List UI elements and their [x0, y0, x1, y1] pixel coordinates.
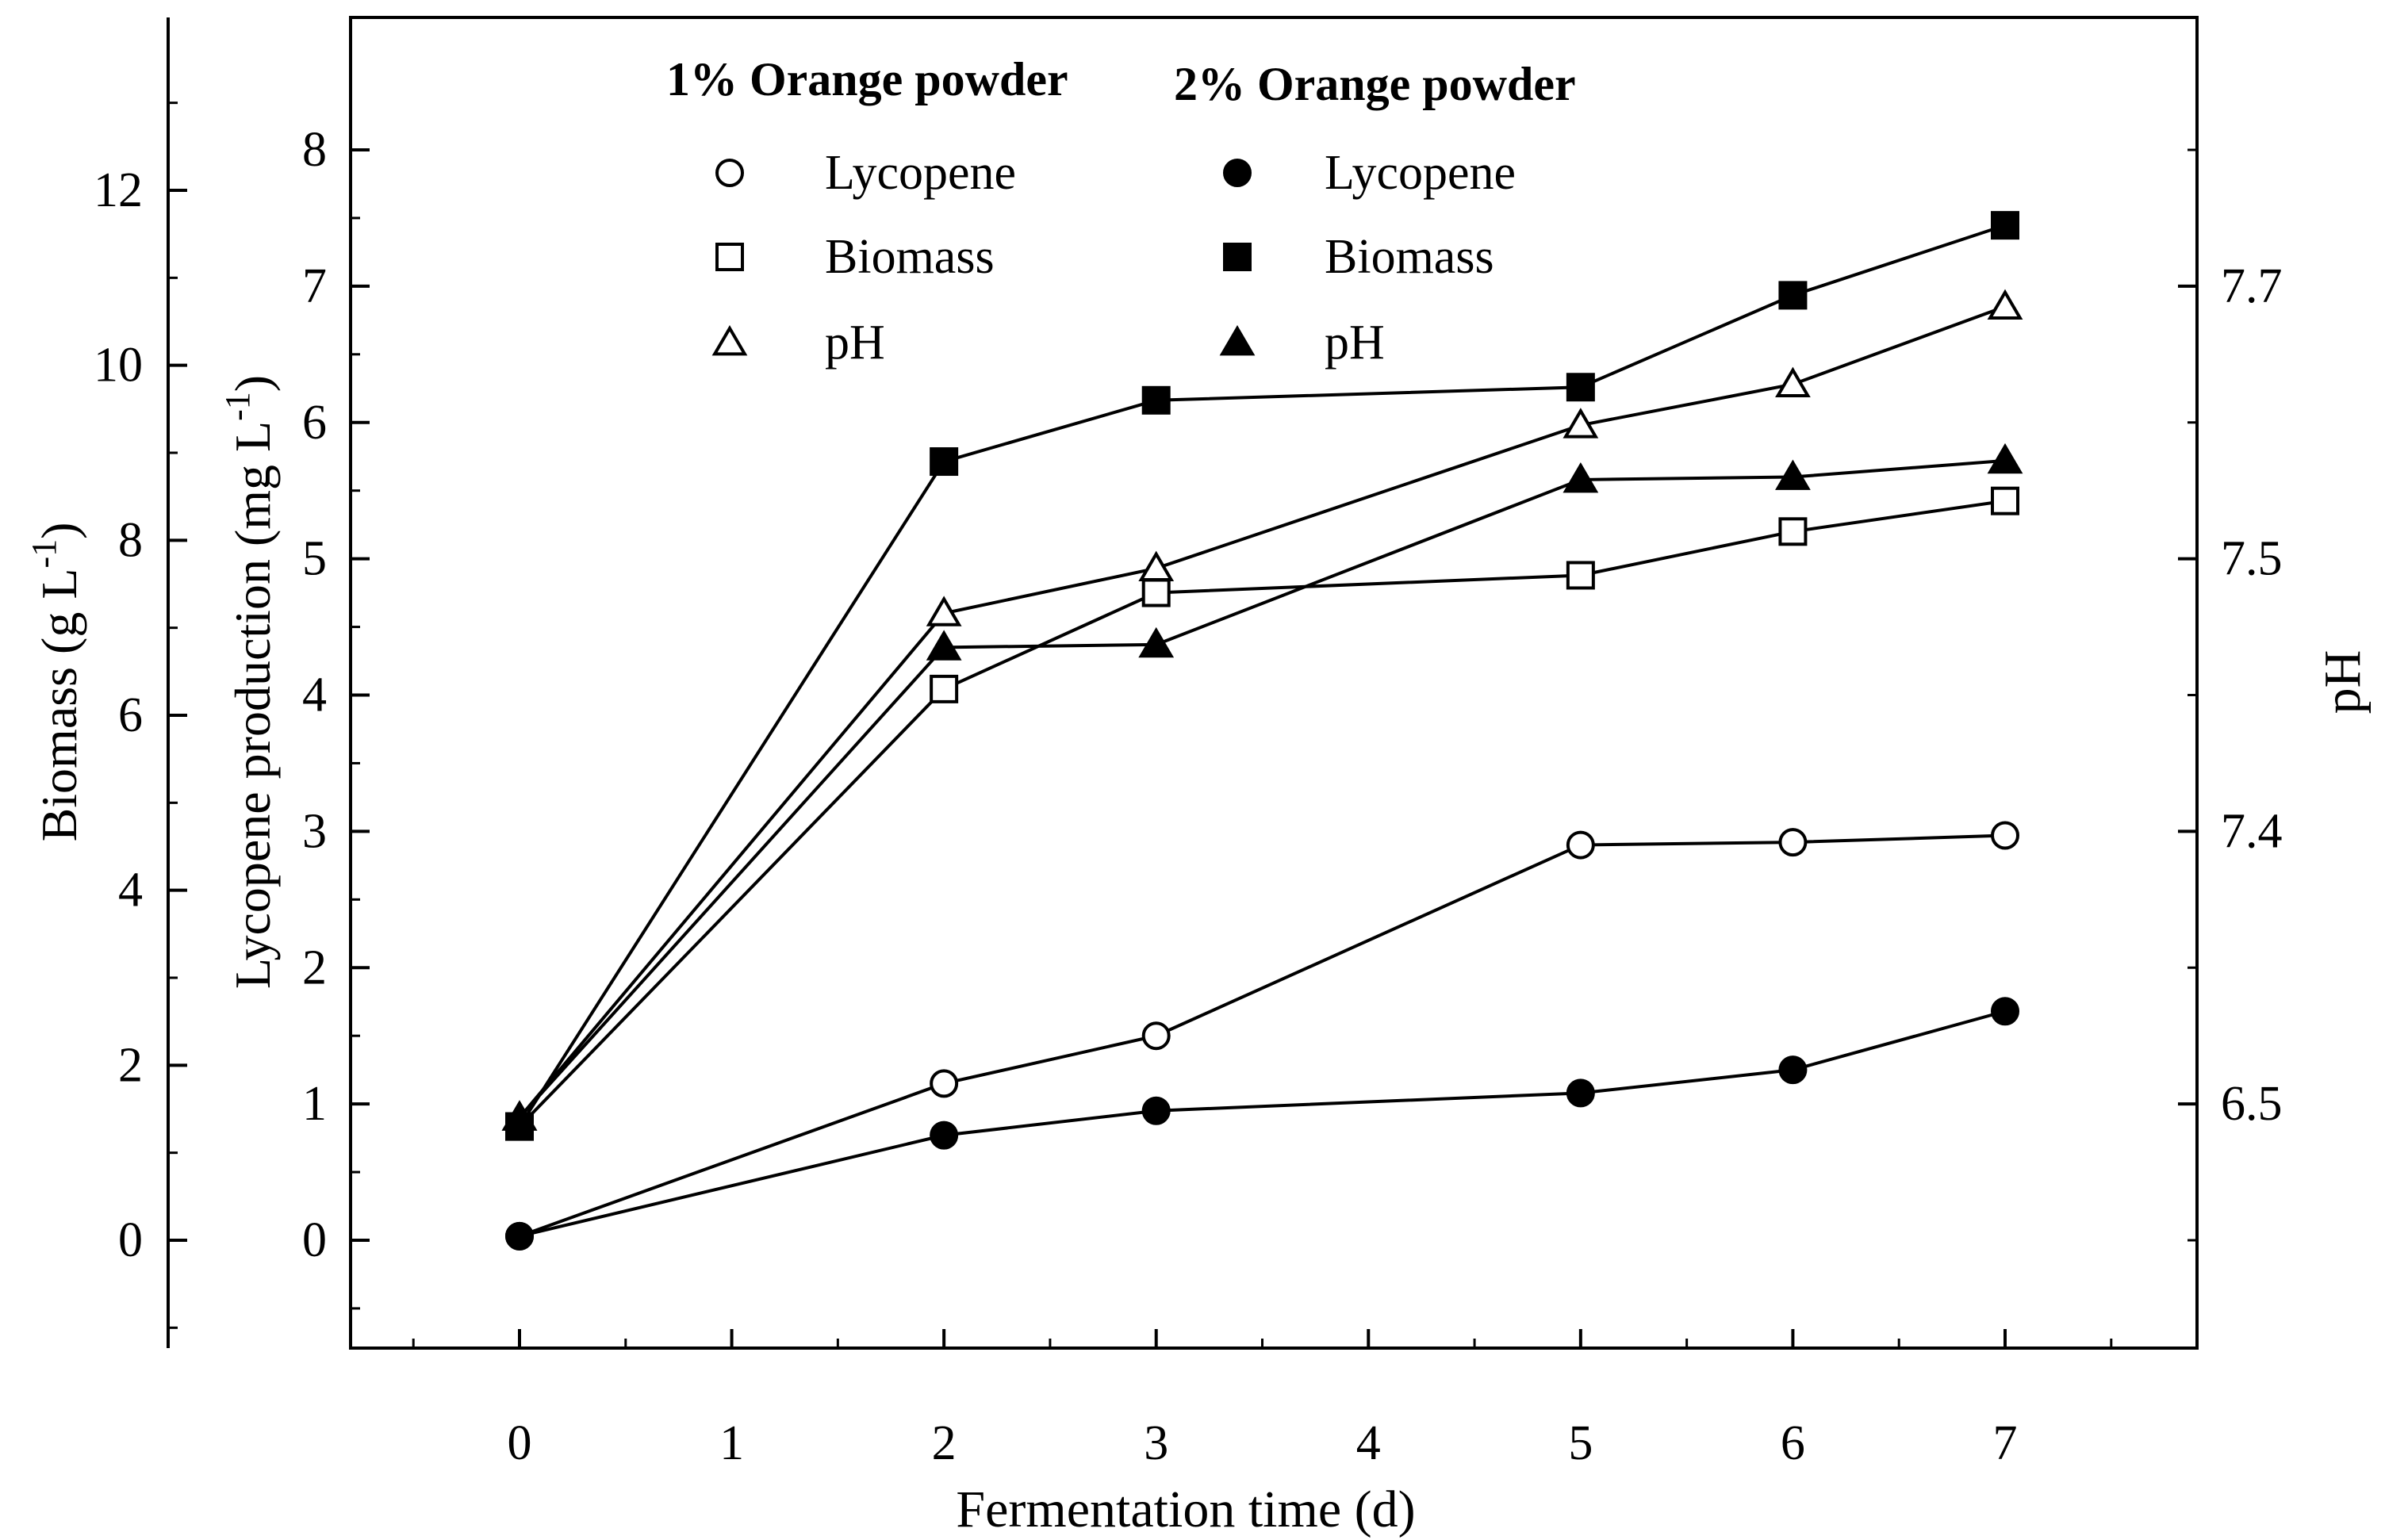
plot-frame	[349, 16, 2199, 1350]
legend-group-title: 1% Orange powder	[666, 53, 1068, 105]
x-tick-label: 4	[1356, 1416, 1381, 1470]
open-triangle-point	[926, 596, 962, 626]
filled-circle-point	[1566, 1078, 1595, 1108]
legend-open-circle-icon	[715, 159, 744, 187]
open-triangle-point	[1987, 289, 2023, 320]
biomass-tick-label: 0	[118, 1213, 143, 1267]
x-tick-label: 1	[719, 1416, 744, 1470]
filled-triangle-point	[1138, 626, 1175, 658]
filled-square-point	[930, 447, 959, 477]
biomass-tick-label: 2	[118, 1038, 143, 1092]
biomass-tick-label: 8	[118, 513, 143, 567]
filled-circle-point	[505, 1221, 534, 1251]
lycopene-tick-label: 5	[302, 532, 327, 586]
ph-tick-label: 7.4	[2221, 804, 2283, 858]
open-triangle-point	[1138, 550, 1175, 582]
biomass-axis-title-close: )	[31, 523, 87, 539]
open-square-series-line	[518, 499, 2006, 1128]
lycopene-tick-label: 7	[302, 259, 327, 313]
labels-layer: 0 1 2 3 4 5 6 70123456780246810126.57.47.57.7Fe…	[25, 123, 2372, 1538]
lycopene-axis-title-superscript: -1	[218, 392, 257, 421]
biomass-axis-title-text: Biomass (g L	[31, 569, 87, 842]
open-square-point	[1991, 486, 2019, 515]
ph-tick-label: 7.7	[2221, 259, 2283, 313]
legend-open-triangle-icon	[711, 325, 748, 356]
legend-open-square-icon	[715, 243, 744, 271]
filled-square-point	[1566, 373, 1595, 402]
open-circle-point	[1991, 821, 2019, 850]
filled-circle-point	[930, 1121, 959, 1150]
x-tick-label: 5	[1568, 1416, 1593, 1470]
open-circle-point	[930, 1069, 959, 1098]
lycopene-tick-label: 2	[302, 940, 327, 994]
open-triangle-series-line	[518, 305, 2006, 1119]
open-square-point	[1566, 561, 1595, 590]
series-layer	[501, 211, 2023, 1251]
filled-circle-point	[1778, 1055, 1808, 1085]
filled-square-point	[1991, 211, 2019, 240]
legend-entry-label: Biomass	[825, 230, 995, 284]
lycopene-tick-label: 8	[302, 123, 327, 177]
x-tick-label: 7	[1993, 1416, 2018, 1470]
legend-entry-label: Lycopene	[825, 146, 1016, 200]
legend-entry-label: pH	[1325, 316, 1385, 370]
lycopene-axis-title-close: )	[224, 375, 281, 392]
open-square-point	[1141, 578, 1171, 607]
filled-triangle-point	[501, 1100, 538, 1131]
filled-triangle-point	[1775, 459, 1811, 490]
filled-square-point	[1778, 281, 1808, 310]
biomass-tick-label: 6	[118, 688, 143, 742]
x-tick-label: 3	[1144, 1416, 1168, 1470]
open-circle-point	[1566, 830, 1595, 860]
x-axis-title: Fermentation time (d)	[956, 1481, 1415, 1538]
lycopene-tick-label: 3	[302, 804, 327, 858]
lycopene-tick-label: 0	[302, 1213, 327, 1267]
biomass-axis-title: Biomass (g L-1)	[25, 523, 87, 842]
biomass-tick-label: 10	[94, 339, 143, 393]
filled-triangle-point	[1563, 462, 1599, 493]
filled-circle-series-line	[519, 1009, 2006, 1238]
legend-filled-circle-icon	[1223, 159, 1252, 187]
ph-tick-label: 6.5	[2221, 1077, 2283, 1131]
filled-square-point	[1141, 385, 1171, 415]
lycopene-tick-label: 6	[302, 396, 327, 450]
biomass-axis-title-superscript: -1	[25, 539, 63, 569]
open-circle-point	[1778, 828, 1808, 857]
open-circle-point	[1141, 1021, 1171, 1051]
filled-triangle-point	[1987, 442, 2023, 474]
open-circle-series-line	[519, 833, 2006, 1238]
filled-circle-point	[1991, 997, 2019, 1026]
legend-group-title: 2% Orange powder	[1174, 58, 1576, 110]
biomass-tick-label: 12	[94, 163, 143, 217]
legend-layer: 1% Orange powder Lycopene Biomass pH 2% Oran…	[666, 53, 1576, 370]
open-triangle-point	[1563, 408, 1599, 439]
lycopene-axis-title: Lycopene production (mg L-1)	[218, 375, 281, 989]
x-tick-label: 6	[1781, 1416, 1805, 1470]
filled-triangle-series-line	[518, 458, 2006, 1119]
legend-entry-label: Biomass	[1325, 230, 1494, 284]
legend-entry-label: Lycopene	[1325, 146, 1516, 200]
open-square-point	[930, 674, 959, 703]
ph-axis-title: pH	[2314, 650, 2372, 714]
x-tick-label: 0	[508, 1416, 532, 1470]
x-tick-label: 2	[932, 1416, 957, 1470]
lycopene-tick-label: 1	[302, 1077, 327, 1131]
lycopene-axis-title-text: Lycopene production (mg L	[224, 421, 281, 989]
open-square-point	[1778, 517, 1808, 546]
legend-filled-triangle-icon	[1219, 325, 1256, 356]
filled-circle-point	[1141, 1096, 1171, 1125]
ph-tick-label: 7.5	[2221, 532, 2283, 586]
biomass-tick-label: 4	[118, 864, 143, 917]
open-triangle-point	[1775, 366, 1811, 398]
lycopene-tick-label: 4	[302, 668, 327, 722]
filled-triangle-point	[926, 630, 962, 661]
legend-filled-square-icon	[1223, 243, 1252, 271]
legend-entry-label: pH	[825, 316, 885, 370]
filled-square-series-line	[518, 224, 2006, 1128]
axes-layer	[167, 16, 2199, 1350]
